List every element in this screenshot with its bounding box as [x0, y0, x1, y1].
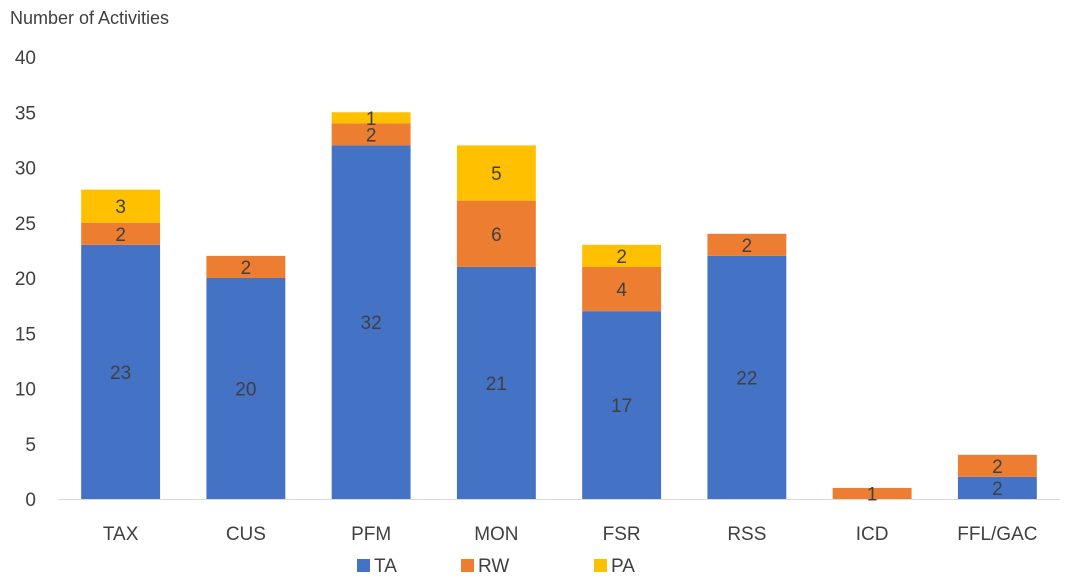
bar-ta — [81, 244, 161, 499]
bar-pa — [331, 112, 411, 124]
legend: TA RW PA — [357, 556, 635, 577]
y-tick-label: 35 — [15, 103, 36, 124]
y-tick-label: 20 — [15, 269, 36, 290]
bar-rw — [957, 454, 1037, 477]
bar-ta — [957, 476, 1037, 499]
data-label: 32 — [361, 313, 382, 334]
bar-rw — [331, 123, 411, 146]
data-label: 3 — [115, 197, 126, 218]
bar-ta — [331, 145, 411, 499]
y-tick-label: 30 — [15, 159, 36, 180]
bars — [81, 112, 1037, 499]
legend-label-ta: TA — [374, 556, 397, 577]
y-tick-label: 5 — [25, 435, 36, 456]
y-tick-label: 40 — [15, 48, 36, 69]
bar-ta — [206, 278, 286, 499]
data-label: 2 — [241, 258, 252, 279]
x-tick-label: TAX — [103, 524, 139, 545]
x-tick-label: CUS — [226, 524, 266, 545]
bar-rw — [81, 222, 161, 245]
legend-swatch-pa — [594, 559, 607, 572]
data-label: 22 — [736, 368, 757, 389]
data-label: 17 — [611, 396, 632, 417]
x-tick-label: MON — [474, 524, 518, 545]
y-tick-label: 0 — [25, 490, 36, 511]
legend-label-rw: RW — [478, 556, 509, 577]
data-label: 21 — [486, 374, 507, 395]
bar-rw — [582, 266, 662, 312]
y-axis-ticks: 0 5 10 15 20 25 30 35 40 — [15, 48, 36, 511]
bar-ta — [707, 255, 787, 499]
data-label: 2 — [616, 247, 627, 268]
bar-rw — [707, 233, 787, 256]
bar-ta — [582, 311, 662, 499]
y-tick-label: 25 — [15, 214, 36, 235]
y-tick-label: 10 — [15, 380, 36, 401]
legend-swatch-rw — [461, 559, 474, 572]
x-tick-label: FFL/GAC — [957, 524, 1037, 545]
data-label: 1 — [867, 484, 878, 505]
data-label: 2 — [742, 236, 753, 257]
data-label: 20 — [235, 380, 256, 401]
data-label: 6 — [491, 225, 502, 246]
bar-pa — [456, 145, 536, 201]
y-axis-title: Number of Activities — [10, 8, 170, 28]
legend-label-pa: PA — [611, 556, 635, 577]
bar-rw — [832, 487, 912, 499]
data-label: 23 — [110, 363, 131, 384]
x-tick-label: RSS — [727, 524, 766, 545]
y-tick-label: 15 — [15, 324, 36, 345]
x-tick-label: FSR — [603, 524, 641, 545]
bar-rw — [206, 255, 286, 278]
data-label: 2 — [992, 479, 1003, 500]
data-label: 1 — [366, 109, 377, 130]
data-label: 5 — [491, 164, 502, 185]
bar-pa — [81, 189, 161, 223]
data-label: 4 — [616, 280, 627, 301]
bar-ta — [456, 266, 536, 499]
x-tick-label: ICD — [856, 524, 889, 545]
data-label: 2 — [366, 125, 377, 146]
x-tick-label: PFM — [351, 524, 391, 545]
bar-rw — [456, 200, 536, 267]
data-label: 2 — [992, 457, 1003, 478]
bar-pa — [582, 244, 662, 267]
data-label: 2 — [115, 225, 126, 246]
x-axis-ticks: TAX CUS PFM MON FSR RSS ICD FFL/GAC — [103, 524, 1038, 545]
legend-swatch-ta — [357, 559, 370, 572]
